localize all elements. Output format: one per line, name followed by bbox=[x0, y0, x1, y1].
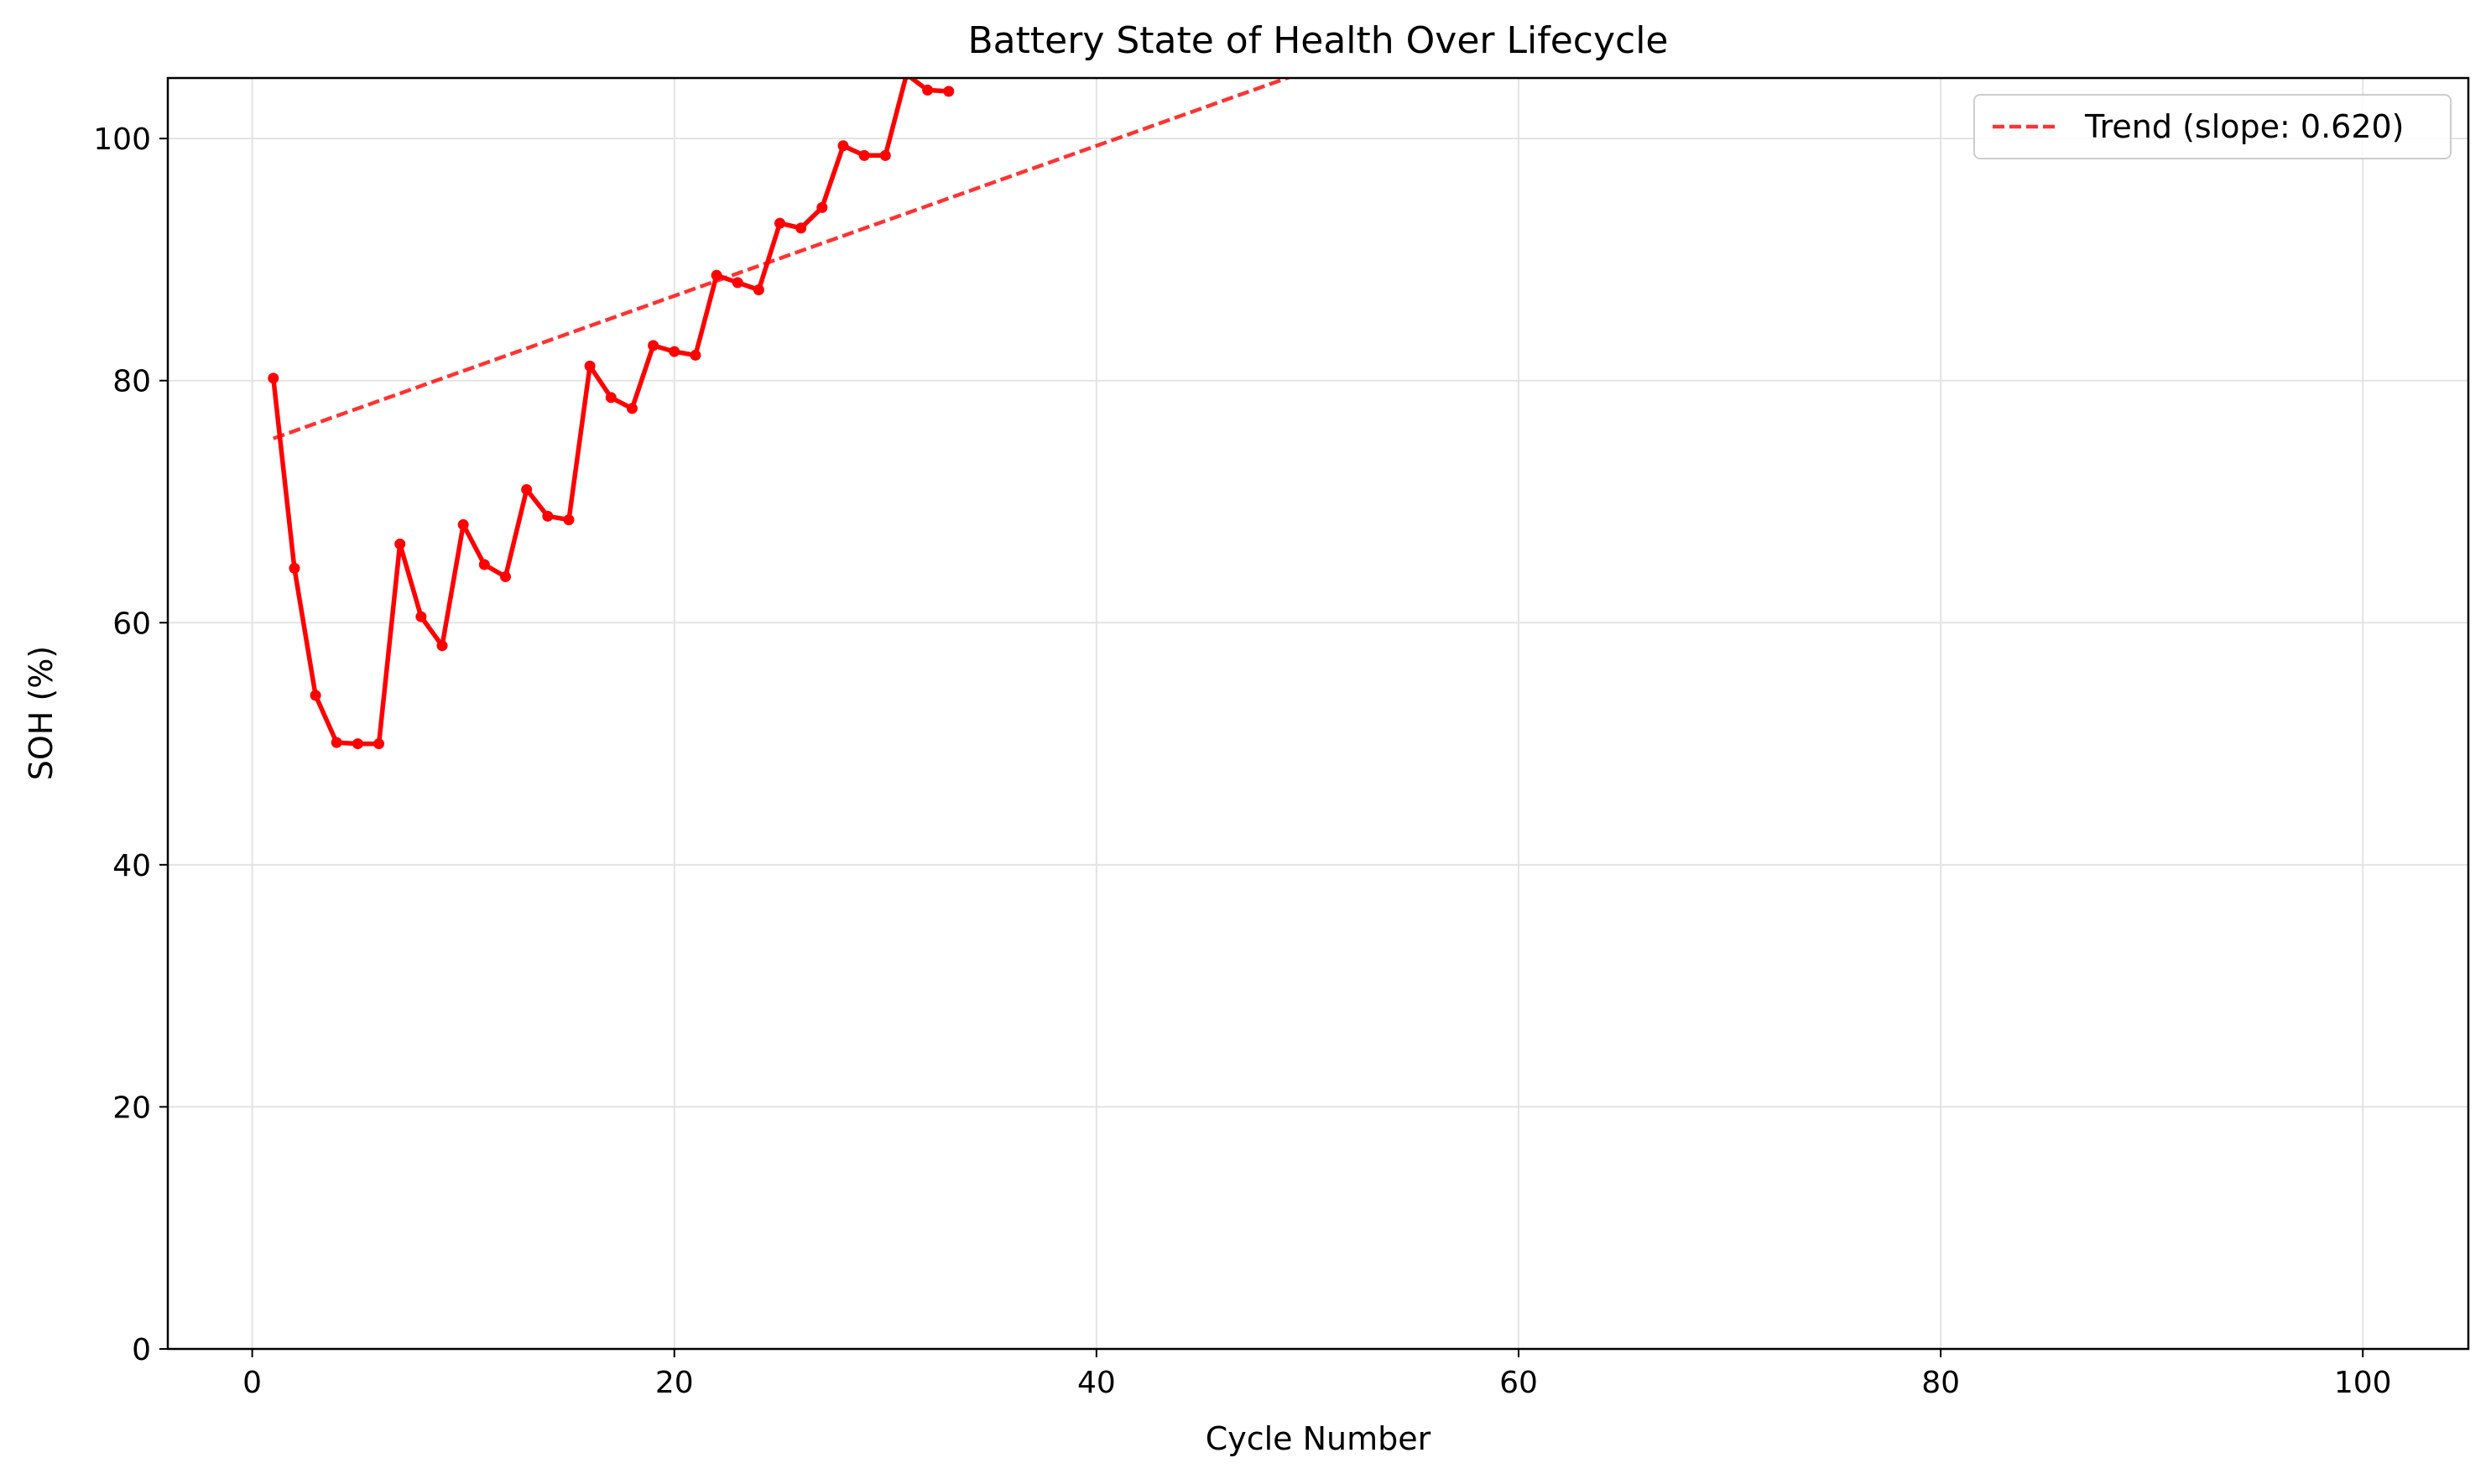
y-axis-ticks: 0 20 40 60 80 100 bbox=[93, 122, 168, 1367]
soh-data-point bbox=[690, 349, 701, 361]
soh-data-point bbox=[394, 539, 406, 549]
x-axis-ticks: 0 20 40 60 80 100 bbox=[242, 1349, 2392, 1400]
x-tick-label: 60 bbox=[1499, 1366, 1538, 1400]
soh-data-point bbox=[542, 510, 554, 522]
y-tick-label: 80 bbox=[112, 365, 151, 399]
x-tick-label: 0 bbox=[242, 1366, 262, 1400]
soh-data-point bbox=[837, 140, 849, 152]
soh-data-point bbox=[563, 514, 575, 526]
soh-data-point bbox=[711, 269, 722, 281]
axes-frame bbox=[166, 76, 2470, 1351]
soh-data-point bbox=[795, 222, 807, 234]
legend-trend-label: Trend (slope: 0.620) bbox=[2084, 108, 2405, 145]
soh-data-point bbox=[415, 611, 427, 622]
x-tick-label: 20 bbox=[655, 1366, 694, 1400]
soh-data-point bbox=[478, 559, 490, 570]
trend-line bbox=[273, 78, 1293, 440]
y-tick-label: 20 bbox=[112, 1091, 151, 1125]
soh-data-point bbox=[331, 737, 342, 748]
soh-data-point bbox=[268, 372, 279, 384]
soh-data-point bbox=[774, 217, 786, 229]
legend: Trend (slope: 0.620) bbox=[1973, 94, 2452, 159]
y-tick-label: 100 bbox=[93, 122, 151, 157]
soh-data-point bbox=[352, 738, 363, 750]
soh-data-point bbox=[310, 690, 321, 701]
soh-data-point bbox=[943, 86, 955, 97]
chart-title: Battery State of Health Over Lifecycle bbox=[968, 19, 1669, 62]
x-tick-label: 80 bbox=[1921, 1366, 1960, 1400]
x-tick-label: 40 bbox=[1077, 1366, 1116, 1400]
soh-data-point bbox=[858, 149, 870, 161]
soh-data-point bbox=[732, 277, 743, 289]
y-tick-label: 0 bbox=[132, 1333, 151, 1367]
x-axis-label: Cycle Number bbox=[1206, 1420, 1431, 1457]
soh-data-point bbox=[753, 284, 764, 295]
soh-data-point bbox=[499, 570, 511, 582]
soh-data-point bbox=[289, 562, 300, 574]
soh-data-point bbox=[626, 403, 638, 414]
soh-data-point bbox=[436, 640, 448, 652]
soh-data-point bbox=[373, 738, 385, 750]
soh-data-point bbox=[816, 201, 828, 213]
y-axis-label: SOH (%) bbox=[23, 646, 60, 780]
soh-data-point bbox=[648, 340, 659, 351]
soh-data-point bbox=[605, 392, 617, 404]
y-tick-label: 40 bbox=[112, 849, 151, 883]
legend-box bbox=[1973, 94, 2452, 159]
x-tick-label: 100 bbox=[2334, 1366, 2392, 1400]
soh-data-point bbox=[584, 360, 596, 372]
y-tick-label: 60 bbox=[112, 607, 151, 641]
soh-data-point bbox=[457, 518, 469, 530]
soh-data-point bbox=[922, 84, 934, 96]
soh-data-point bbox=[521, 484, 533, 496]
soh-data-point bbox=[879, 149, 891, 161]
plot-area bbox=[268, 78, 1293, 750]
soh-data-point bbox=[669, 346, 680, 357]
